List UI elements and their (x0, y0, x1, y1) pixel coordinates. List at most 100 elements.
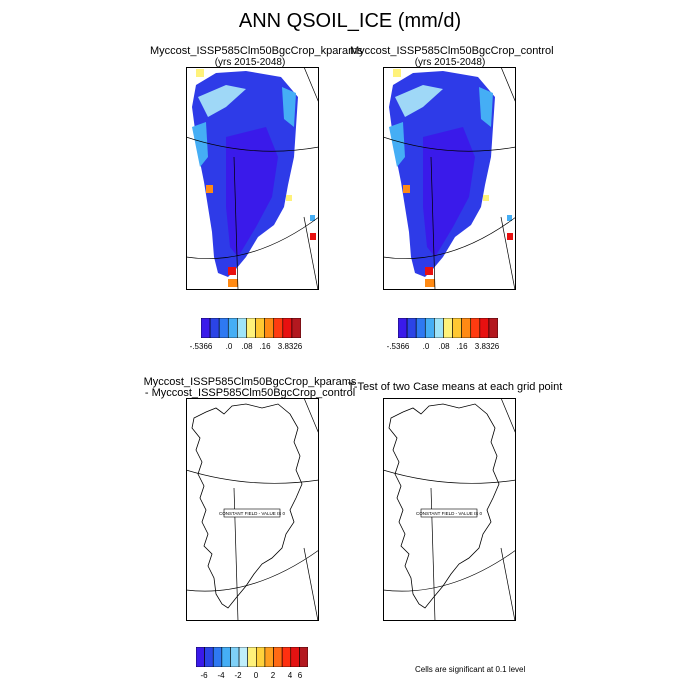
colorbar-labels-kparams: -.5366 .0 .08 .16 3.8326 (190, 342, 303, 352)
colorbar-tick-label: 0 (253, 671, 259, 680)
significance-note: Cells are significant at 0.1 level (415, 665, 526, 674)
colorbar-kparams (200, 317, 302, 339)
colorbar-swatch (281, 646, 292, 668)
panel-title-ttest: T-Test of two Case means at each grid po… (347, 381, 563, 393)
greenland-outline (191, 403, 303, 609)
colorbar-swatch (200, 317, 211, 339)
colorbar-tick-label: 3.8326 (474, 342, 500, 351)
colorbar-tick-label: -6 (200, 671, 208, 680)
colorbar-swatch (230, 646, 240, 668)
cell-high (425, 279, 435, 287)
constant-field-box (420, 508, 478, 518)
constant-field-label: CONSTANT FIELD - VALUE IS 0 (416, 511, 483, 516)
graticule-line (303, 216, 319, 290)
cell-high (196, 69, 204, 77)
colorbar-tick-label: 2 (270, 671, 276, 680)
colorbar-tick-label: 3.8326 (277, 342, 303, 351)
colorbar-difference (195, 646, 309, 668)
panel-subtitle-years: (yrs 2015-2048) (214, 57, 286, 68)
colorbar-swatch (273, 317, 284, 339)
graticule-line (303, 398, 319, 435)
graticule-line (186, 469, 319, 484)
graticule-line (383, 216, 516, 260)
colorbar-swatch (479, 317, 490, 339)
graticule-line (383, 549, 516, 592)
colorbar-swatch (461, 317, 472, 339)
graticule-line (233, 487, 239, 621)
ice-interior (423, 127, 475, 257)
graticule-line (500, 547, 516, 621)
colorbar-swatch (212, 646, 223, 668)
colorbar-control (397, 317, 499, 339)
cell-island (507, 215, 512, 221)
colorbar-swatch (256, 646, 266, 668)
colorbar-swatch (204, 646, 214, 668)
map-kparams-svg (186, 67, 319, 290)
cell-island (310, 215, 315, 221)
map-ttest: CONSTANT FIELD - VALUE IS 0 (383, 398, 516, 621)
coastal-cells-west (192, 122, 208, 167)
graticule-line (383, 136, 516, 152)
colorbar-swatch (282, 317, 293, 339)
graticule-line (383, 469, 516, 484)
colorbar-swatch (246, 317, 256, 339)
map-border (383, 67, 516, 290)
colorbar-swatch (299, 646, 309, 668)
colorbar-swatch (452, 317, 462, 339)
colorbar-tick-label: .08 (241, 342, 253, 351)
colorbar-swatch (218, 317, 229, 339)
coastal-cells-east (479, 87, 493, 127)
colorbar-swatch (434, 317, 444, 339)
cell-high (425, 267, 433, 275)
cell-high (228, 267, 236, 275)
cell-high (393, 69, 401, 77)
colorbar-swatch (227, 317, 238, 339)
panel-title-kparams: Myccost_ISSP585Clm50BgcCrop_kparams (yrs… (150, 46, 363, 69)
figure-title: ANN QSOIL_ICE (mm/d) (238, 10, 462, 32)
cell-high (483, 195, 489, 201)
graticule-line (430, 487, 436, 621)
colorbar-swatch (424, 317, 435, 339)
panel-title-control: Myccost_ISSP585Clm50BgcCrop_control (yrs… (350, 45, 554, 69)
colorbar-swatch (238, 646, 249, 668)
coastal-cells-west (389, 122, 405, 167)
constant-field-label: CONSTANT FIELD - VALUE IS 0 (219, 511, 286, 516)
coastal-cells (198, 85, 246, 117)
graticule-line (500, 67, 516, 104)
colorbar-swatch (415, 317, 426, 339)
cell-high (403, 185, 410, 193)
colorbar-swatch (264, 317, 275, 339)
colorbar-tick-label: 4 (287, 671, 293, 680)
colorbar-swatch (470, 317, 481, 339)
cell-high (228, 279, 238, 287)
colorbar-labels-difference: -6 -4 -2 0 2 4 6 (196, 671, 308, 681)
map-difference: CONSTANT FIELD - VALUE IS 0 (186, 398, 319, 621)
colorbar-tick-label: .0 (422, 342, 430, 351)
cell-high (286, 195, 292, 201)
colorbar-tick-label: -.5366 (189, 342, 213, 351)
graticule-line (430, 156, 436, 290)
colorbar-tick-label: 6 (297, 671, 303, 680)
colorbar-swatch (291, 317, 302, 339)
graticule-line (500, 398, 516, 435)
colorbar-swatch (397, 317, 408, 339)
colorbar-svg (195, 646, 309, 668)
colorbar-svg (200, 317, 302, 339)
map-control (383, 67, 516, 290)
panel-title-difference: Myccost_ISSP585Clm50BgcCrop_kparams - My… (130, 377, 370, 399)
coastal-cells-east (282, 87, 296, 127)
map-ttest-svg: CONSTANT FIELD - VALUE IS 0 (383, 398, 516, 621)
cell-island (507, 233, 513, 240)
colorbar-tick-label: .08 (438, 342, 450, 351)
graticule-line (233, 156, 239, 290)
colorbar-tick-label: .16 (259, 342, 271, 351)
panel-title-line1: Myccost_ISSP585Clm50BgcCrop_kparams (143, 376, 357, 388)
graticule-line (186, 136, 319, 152)
colorbar-swatch (290, 646, 300, 668)
panel-title-text: Myccost_ISSP585Clm50BgcCrop_control (350, 45, 554, 57)
colorbar-swatch (273, 646, 283, 668)
graticule-line (500, 216, 516, 290)
colorbar-swatch (221, 646, 231, 668)
graticule-line (303, 67, 319, 104)
map-difference-svg: CONSTANT FIELD - VALUE IS 0 (186, 398, 319, 621)
